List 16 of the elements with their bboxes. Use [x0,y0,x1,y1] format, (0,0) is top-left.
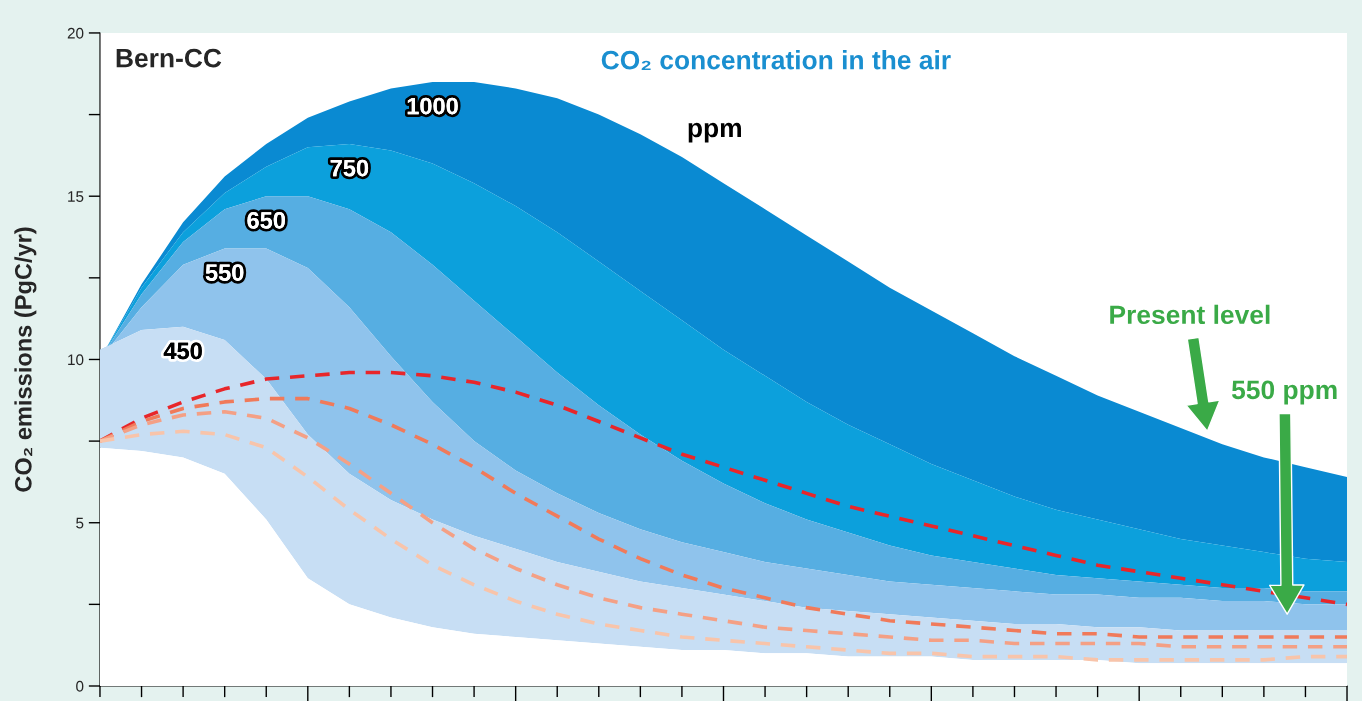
y-tick-label: 15 [68,191,84,202]
annotation: ppm [688,122,741,143]
y-tick-label: 0 [76,680,84,692]
y-axis-title: CO₂ emissions (PgC/yr) [14,227,37,492]
annotation: Present level [1110,304,1270,325]
series-label: 550 [205,264,244,281]
series-label: 650 [247,211,285,229]
series-label: 750 [330,159,369,177]
series-label: 1000 [407,97,458,115]
annotation: 550 ppm [1231,380,1337,405]
y-tick-label: 5 [76,517,84,529]
y-tick-label: 10 [68,354,84,366]
y-tick-label: 20 [67,27,84,39]
series-label: 450 [163,342,202,360]
text: CO₂ concentration in the air [601,50,951,70]
chart-title: Bern-CC [116,48,222,68]
